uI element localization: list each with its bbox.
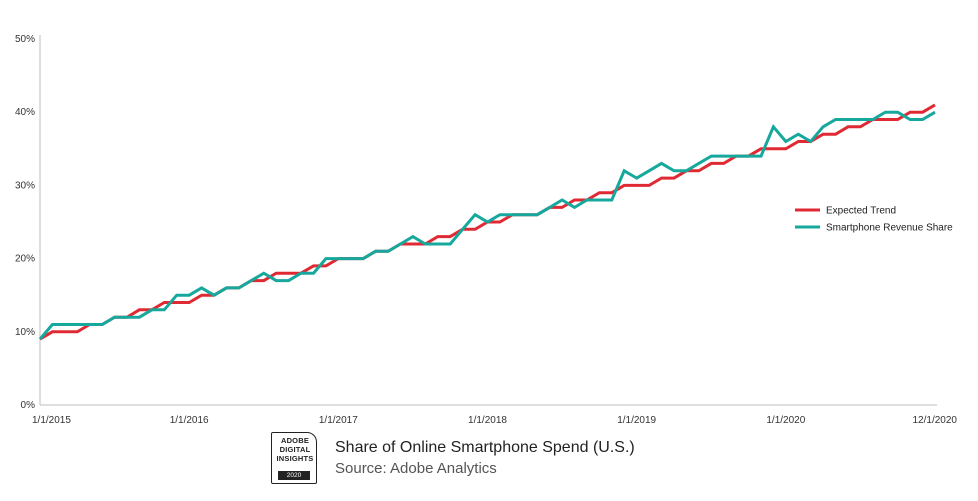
badge-line-1: ADOBE	[280, 436, 310, 445]
chart-axes	[39, 35, 937, 406]
chart-legend: Expected Trend Smartphone Revenue Share	[795, 206, 953, 234]
y-tick-label: 40%	[15, 107, 35, 118]
line-chart: 50%40%30%20%10%0% 1/1/2015 1/1/2016 1/1/20…	[15, 34, 957, 426]
badge-year: 2020	[278, 471, 310, 480]
legend-label: Smartphone Revenue Share	[826, 223, 953, 234]
legend-label: Expected Trend	[826, 206, 896, 217]
series-line-smartphone-revenue-share	[38, 110, 936, 341]
x-tick-label: 12/1/2020	[913, 415, 958, 426]
y-tick-label: 10%	[15, 327, 35, 338]
x-tick-label: 1/1/2020	[766, 415, 805, 426]
chart-footer: ADOBE DIGITAL INSIGHTS 2020 Share of Onl…	[271, 432, 691, 488]
x-axis-ticks: 1/1/2015 1/1/2016 1/1/2017 1/1/2018 1/1/2019…	[32, 415, 957, 426]
adobe-digital-insights-logo: ADOBE DIGITAL INSIGHTS 2020	[271, 432, 317, 484]
badge-line-3: INSIGHTS	[276, 454, 314, 463]
chart-series	[38, 103, 936, 341]
x-tick-label: 1/1/2016	[170, 415, 209, 426]
y-axis-ticks: 50% 40% 30% 20% 10% 0%	[15, 34, 35, 411]
x-tick-label: 1/1/2018	[468, 415, 507, 426]
x-tick-label: 1/1/2019	[617, 415, 656, 426]
chart-title: Share of Online Smartphone Spend (U.S.)	[335, 439, 635, 456]
x-tick-label: 1/1/2017	[319, 415, 358, 426]
x-tick-label: 1/1/2015	[32, 415, 71, 426]
y-tick-label: 30%	[15, 180, 35, 191]
chart-source: Source: Adobe Analytics	[335, 460, 497, 477]
y-tick-label: 50%	[15, 34, 35, 45]
y-tick-label: 20%	[15, 254, 35, 265]
badge-line-2: DIGITAL	[279, 445, 311, 454]
y-tick-label: 0%	[21, 400, 36, 411]
